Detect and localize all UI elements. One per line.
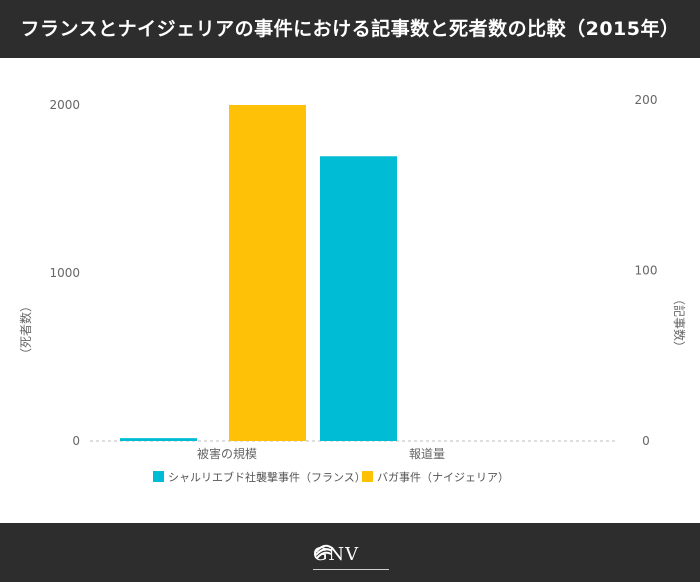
gnv-logo[interactable]: GNV [313,539,389,570]
x-category-label: 報道量 [409,447,445,461]
legend-label: バガ事件（ナイジェリア） [377,471,509,484]
legend-swatch [362,471,373,482]
chart-area: 0 1000 2000 0 100 200 （死者数） （記事数） 被害の規模 報道量シャルリエブ… [0,58,700,523]
legend-label: シャルリエブド社襲撃事件（フランス） [168,470,366,484]
y-left-tick-label: 1000 [49,266,80,280]
x-category-label: 被害の規模 [197,446,257,461]
y-right-axis-label: （記事数） [672,293,687,353]
bar-nigeria-0 [229,105,306,441]
y-left-tick-label: 2000 [49,98,80,112]
globe-logo-icon [315,544,333,559]
y-right-tick-label: 0 [642,434,650,448]
logo-underline [313,569,389,570]
legend-swatch [153,471,164,482]
bar-chart: 0 1000 2000 0 100 200 （死者数） （記事数） 被害の規模 報道量シャルリエブ… [18,93,687,484]
y-left-axis-label: （死者数） [18,300,33,360]
chart-title: フランスとナイジェリアの事件における記事数と死者数の比較（2015年） [20,18,680,40]
bar-france-1 [320,156,397,441]
y-right-tick-label: 100 [635,264,658,278]
y-right-tick-label: 200 [635,93,658,107]
footer: GNV [0,523,700,582]
y-left-tick-label: 0 [72,434,80,448]
bar-france-0 [120,438,197,441]
chart-header: フランスとナイジェリアの事件における記事数と死者数の比較（2015年） [0,0,700,58]
